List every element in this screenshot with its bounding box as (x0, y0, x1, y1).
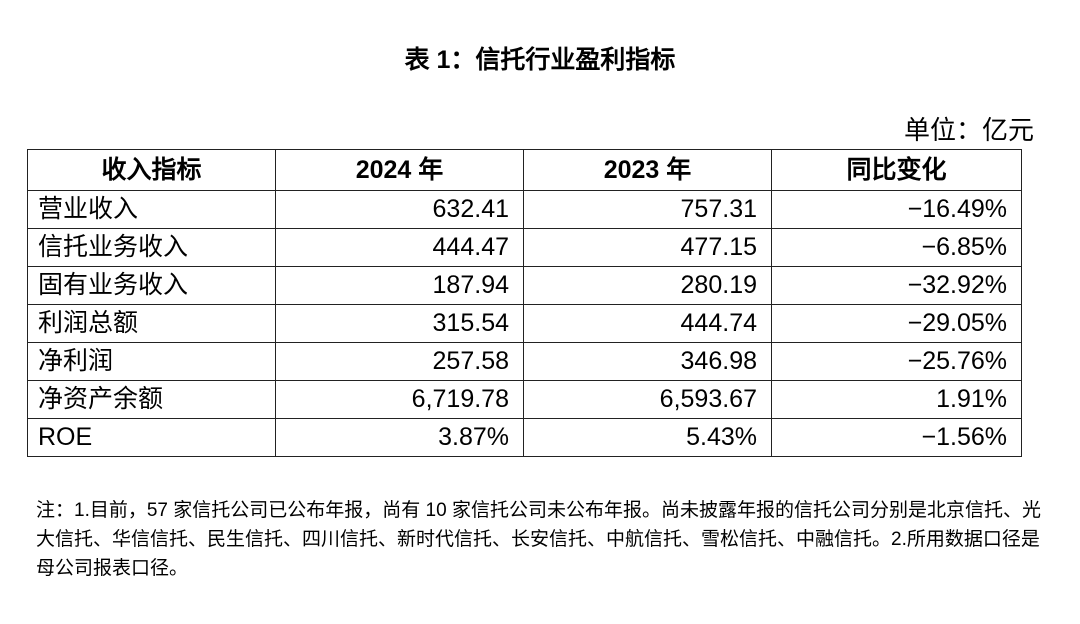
column-header: 2024 年 (275, 149, 524, 191)
row-label: 净资产余额 (27, 380, 276, 419)
cell-value: 6,719.78 (275, 380, 524, 419)
cell-value: −6.85% (771, 228, 1022, 267)
row-label: ROE (27, 418, 276, 457)
table-row: 净资产余额 6,719.78 6,593.67 1.91% (27, 380, 1022, 419)
column-header: 同比变化 (771, 149, 1022, 191)
cell-value: −32.92% (771, 266, 1022, 305)
cell-value: 5.43% (523, 418, 772, 457)
cell-value: 757.31 (523, 190, 772, 229)
header-row: 收入指标 2024 年 2023 年同比变化 (27, 149, 1022, 191)
row-label: 营业收入 (27, 190, 276, 229)
cell-value: 444.74 (523, 304, 772, 343)
table-row: 营业收入 632.41 757.31 −16.49% (27, 190, 1022, 229)
cell-value: 346.98 (523, 342, 772, 381)
column-header: 2023 年 (523, 149, 772, 191)
row-label: 固有业务收入 (27, 266, 276, 305)
cell-value: 257.58 (275, 342, 524, 381)
cell-value: 280.19 (523, 266, 772, 305)
cell-value: 315.54 (275, 304, 524, 343)
footnote: 注：1.目前，57 家信托公司已公布年报，尚有 10 家信托公司未公布年报。尚未… (36, 500, 1041, 579)
cell-value: −25.76% (771, 342, 1022, 381)
cell-value: 1.91% (771, 380, 1022, 419)
profit-indicators-table: 收入指标 2024 年 2023 年同比变化 营业收入 632.41 757.31 −16… (27, 149, 1022, 457)
row-label: 净利润 (27, 342, 276, 381)
cell-value: 3.87% (275, 418, 524, 457)
cell-value: 477.15 (523, 228, 772, 267)
table-row: 信托业务收入 444.47 477.15 −6.85% (27, 228, 1022, 267)
cell-value: −29.05% (771, 304, 1022, 343)
table-row: 固有业务收入 187.94 280.19 −32.92% (27, 266, 1022, 305)
table-title: 表 1：信托行业盈利指标 (404, 46, 676, 74)
unit-label: 单位：亿元 (903, 115, 1034, 145)
table-row: 净利润 257.58 346.98 −25.76% (27, 342, 1022, 381)
table-row: ROE 3.87% 5.43% −1.56% (27, 418, 1022, 457)
cell-value: −16.49% (771, 190, 1022, 229)
cell-value: 632.41 (275, 190, 524, 229)
table-row: 利润总额 315.54 444.74 −29.05% (27, 304, 1022, 343)
cell-value: 6,593.67 (523, 380, 772, 419)
row-label: 利润总额 (27, 304, 276, 343)
row-label: 信托业务收入 (27, 228, 276, 267)
column-header: 收入指标 (27, 149, 276, 191)
cell-value: −1.56% (771, 418, 1022, 457)
cell-value: 444.47 (275, 228, 524, 267)
cell-value: 187.94 (275, 266, 524, 305)
